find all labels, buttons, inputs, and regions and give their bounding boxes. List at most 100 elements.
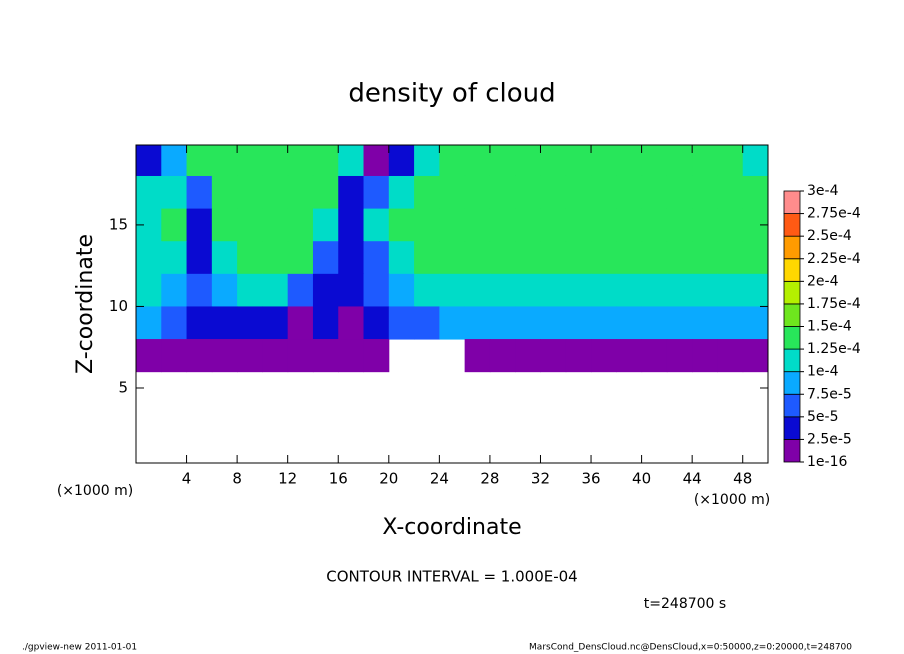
colorbar-label: 1.25e-4 (807, 341, 861, 357)
colorbar-swatch (783, 348, 801, 373)
heatmap-cell (287, 241, 314, 275)
heatmap-cell (692, 273, 718, 307)
heatmap-cell (211, 241, 238, 275)
heatmap-cell (742, 241, 768, 275)
heatmap-cell (388, 145, 415, 177)
heatmap-cell (616, 145, 643, 177)
heatmap-cell (717, 145, 744, 177)
heatmap-cell (540, 208, 567, 242)
heatmap-cell (262, 208, 289, 242)
heatmap-cell (515, 208, 541, 242)
heatmap-cell (591, 208, 617, 242)
heatmap-cell (540, 145, 567, 177)
heatmap-cell (414, 208, 440, 242)
footer-left: ./gpview-new 2011-01-01 (22, 643, 137, 653)
colorbar-swatch (783, 258, 801, 282)
x-tick-label: 32 (531, 470, 550, 488)
heatmap-cell (388, 175, 415, 210)
heatmap-cell (515, 175, 541, 210)
plot-frame (135, 144, 769, 464)
heatmap-cell (414, 306, 440, 340)
heatmap-cell (237, 273, 263, 307)
heatmap (136, 145, 768, 373)
heatmap-cell (186, 241, 213, 275)
heatmap-cell (515, 241, 541, 275)
colorbar-swatch (783, 235, 801, 260)
heatmap-cell (616, 175, 643, 210)
heatmap-cell (489, 208, 516, 242)
colorbar-label: 2.75e-4 (807, 206, 861, 222)
heatmap-cell (287, 208, 314, 242)
heatmap-cell (717, 175, 744, 210)
heatmap-cell (363, 306, 390, 340)
heatmap-cell (161, 208, 188, 242)
heatmap-cell (692, 241, 718, 275)
x-tick-label: 24 (430, 470, 449, 488)
heatmap-cell (338, 273, 365, 307)
colorbar-swatch (783, 280, 801, 305)
heatmap-cell (565, 175, 592, 210)
heatmap-cell (338, 208, 365, 242)
heatmap-cell (666, 145, 693, 177)
contour-note: CONTOUR INTERVAL = 1.000E-04 (326, 568, 577, 586)
heatmap-cell (565, 208, 592, 242)
heatmap-cell (262, 145, 289, 177)
heatmap-cell (161, 175, 188, 210)
heatmap-cell (565, 241, 592, 275)
y-axis-label: Z-coordinate (73, 234, 98, 374)
chart-title: density of cloud (348, 79, 555, 109)
heatmap-cell (338, 306, 365, 340)
heatmap-cell (186, 273, 213, 307)
heatmap-cell (692, 175, 718, 210)
heatmap-cell (666, 175, 693, 210)
heatmap-cell (312, 306, 339, 340)
heatmap-cell (489, 339, 516, 373)
colorbar-swatch (783, 416, 801, 440)
heatmap-cell (161, 241, 188, 275)
heatmap-cell (414, 273, 440, 307)
heatmap-cell (464, 241, 491, 275)
heatmap-cell (464, 339, 491, 373)
heatmap-cell (464, 273, 491, 307)
heatmap-cell (136, 273, 162, 307)
heatmap-cell (414, 145, 440, 177)
heatmap-cell (616, 208, 643, 242)
heatmap-cell (641, 306, 668, 340)
heatmap-cell (136, 175, 162, 210)
heatmap-cell (312, 145, 339, 177)
heatmap-cell (591, 241, 617, 275)
heatmap-cell (237, 339, 263, 373)
heatmap-cell (363, 241, 390, 275)
heatmap-cell (717, 306, 744, 340)
heatmap-cell (692, 208, 718, 242)
heatmap-cell (237, 241, 263, 275)
heatmap-cell (742, 145, 768, 177)
heatmap-cell (338, 175, 365, 210)
x-tick-label: 36 (581, 470, 600, 488)
heatmap-cell (666, 339, 693, 373)
time-label: t=248700 s (644, 596, 726, 612)
heatmap-cell (312, 208, 339, 242)
heatmap-cell (237, 175, 263, 210)
heatmap-cell (363, 145, 390, 177)
x-axis-label: X-coordinate (382, 515, 521, 540)
heatmap-cell (262, 175, 289, 210)
heatmap-cell (591, 175, 617, 210)
heatmap-cell (237, 145, 263, 177)
heatmap-cell (211, 273, 238, 307)
heatmap-cell (666, 306, 693, 340)
heatmap-cell (464, 175, 491, 210)
colorbar-label: 5e-5 (807, 409, 838, 425)
heatmap-cell (136, 339, 162, 373)
heatmap-cell (540, 241, 567, 275)
y-tick-label: 15 (109, 215, 128, 233)
heatmap-cell (464, 208, 491, 242)
colorbar-label: 1.75e-4 (807, 296, 861, 312)
heatmap-cell (388, 273, 415, 307)
heatmap-cell (489, 273, 516, 307)
heatmap-cell (186, 208, 213, 242)
x-tick-label: 12 (278, 470, 297, 488)
heatmap-cell (641, 208, 668, 242)
heatmap-cell (641, 339, 668, 373)
